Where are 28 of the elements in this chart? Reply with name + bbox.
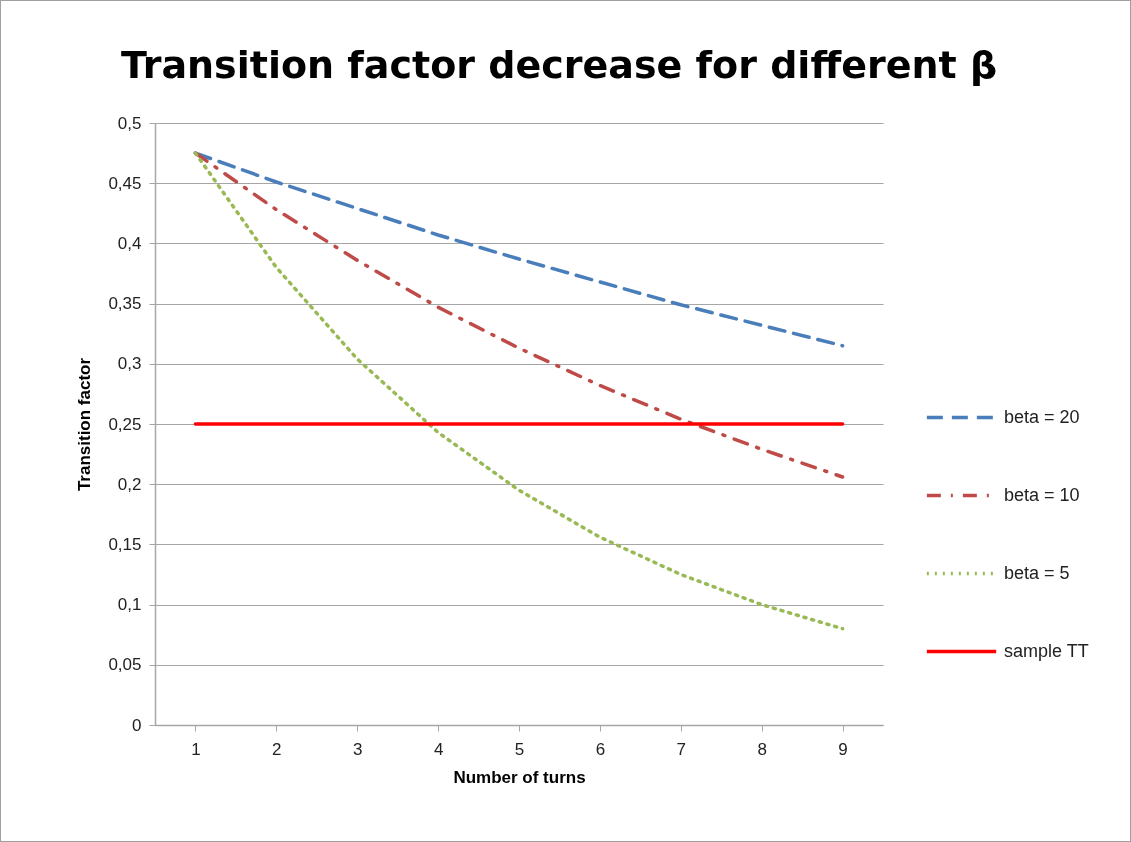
legend-label: beta = 10: [1004, 484, 1080, 505]
x-tick-label: 9: [838, 739, 848, 759]
y-tick-label: 0,15: [108, 534, 142, 554]
x-tick-label: 4: [433, 739, 444, 759]
y-tick-label: 0,45: [108, 173, 142, 193]
y-tick-label: 0,4: [117, 233, 142, 253]
line-series: [193, 151, 845, 631]
x-tick-label: 7: [676, 739, 687, 759]
x-axis-title: Number of turns: [453, 767, 586, 787]
legend-label: beta = 20: [1004, 406, 1080, 427]
y-tick-label: 0,35: [108, 294, 142, 314]
y-tick-label: 0,5: [117, 113, 142, 133]
legend-label: beta = 5: [1004, 562, 1070, 583]
y-tick-label: 0,25: [108, 414, 142, 434]
chart-title: Transition factor decrease for different β: [120, 43, 998, 87]
x-tick-label: 3: [352, 739, 363, 759]
y-tick-label: 0,3: [117, 354, 142, 374]
y-tick-label: 0: [132, 715, 142, 735]
x-tick-label: 8: [757, 739, 767, 759]
legend-label: sample TT: [1004, 640, 1089, 661]
y-axis-title: Transition factor: [75, 357, 95, 492]
y-tick-label: 0,05: [108, 655, 142, 675]
y-tick-label: 0,2: [117, 474, 142, 494]
x-tick-label: 6: [595, 739, 606, 759]
x-tick-label: 1: [191, 739, 201, 759]
x-tick-label: 5: [514, 739, 525, 759]
x-tick-label: 2: [272, 739, 282, 759]
y-tick-label: 0,1: [117, 595, 142, 615]
